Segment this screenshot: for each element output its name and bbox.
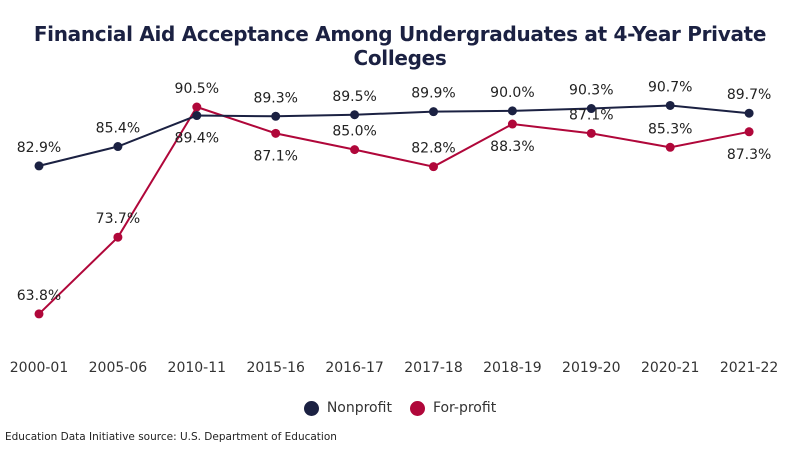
data-point[interactable]: [192, 102, 202, 112]
data-point[interactable]: [192, 111, 202, 121]
data-label: 85.4%: [96, 121, 140, 137]
data-label: 88.3%: [490, 139, 534, 155]
data-point[interactable]: [507, 106, 517, 116]
source-note: Education Data Initiative source: U.S. D…: [5, 431, 337, 443]
data-point[interactable]: [350, 110, 360, 120]
chart-title: Financial Aid Acceptance Among Undergrad…: [33, 22, 767, 70]
x-tick-label: 2000-01: [10, 360, 69, 376]
data-label: 89.5%: [332, 89, 376, 105]
data-label: 89.9%: [411, 86, 455, 102]
data-label: 90.0%: [490, 85, 534, 101]
x-tick-label: 2015-16: [246, 360, 305, 376]
legend-item-for-profit[interactable]: For-profit: [409, 400, 497, 416]
data-label: 85.0%: [332, 124, 376, 140]
data-point[interactable]: [350, 145, 360, 155]
data-label: 89.4%: [175, 131, 219, 147]
data-point[interactable]: [271, 111, 281, 121]
x-tick-label: 2021-22: [720, 360, 779, 376]
data-point[interactable]: [113, 142, 123, 152]
x-tick-label: 2016-17: [325, 360, 384, 376]
data-point[interactable]: [429, 107, 438, 117]
legend-marker-nonprofit: [303, 400, 319, 416]
data-label: 90.3%: [569, 83, 613, 99]
data-label: 82.8%: [411, 141, 455, 157]
data-label: 82.9%: [17, 140, 61, 156]
legend-marker-for-profit: [409, 400, 425, 416]
legend-label: For-profit: [432, 400, 497, 416]
x-tick-label: 2020-21: [641, 360, 700, 376]
data-point[interactable]: [665, 142, 675, 152]
series-line-1: [38, 105, 750, 315]
data-point[interactable]: [429, 162, 438, 172]
data-label: 89.3%: [253, 90, 297, 106]
data-point[interactable]: [113, 232, 123, 242]
data-point[interactable]: [271, 128, 281, 138]
data-point[interactable]: [586, 104, 596, 114]
x-tick-label: 2018-19: [483, 360, 542, 376]
legend-item-nonprofit[interactable]: Nonprofit: [303, 400, 392, 416]
data-label: 90.5%: [175, 81, 219, 97]
data-label: 73.7%: [96, 211, 140, 227]
x-tick-label: 2019-20: [562, 360, 621, 376]
data-point[interactable]: [744, 108, 754, 118]
data-label: 87.3%: [727, 147, 771, 163]
x-tick-label: 2017-18: [404, 360, 463, 376]
data-point[interactable]: [744, 127, 754, 137]
data-label: 89.7%: [727, 87, 771, 103]
legend: Nonprofit For-profit: [0, 400, 800, 416]
data-point[interactable]: [665, 100, 675, 110]
data-label: 90.7%: [648, 79, 692, 95]
data-point[interactable]: [507, 119, 517, 129]
data-label: 87.1%: [569, 107, 613, 123]
x-tick-label: 2005-06: [89, 360, 148, 376]
legend-label: Nonprofit: [326, 400, 392, 416]
data-point[interactable]: [586, 128, 596, 138]
series-line-0: [38, 104, 750, 167]
data-point[interactable]: [34, 161, 44, 171]
data-point[interactable]: [34, 309, 44, 319]
data-label: 87.1%: [253, 148, 297, 164]
x-tick-label: 2010-11: [168, 360, 227, 376]
data-label: 63.8%: [17, 288, 61, 304]
data-label: 85.3%: [648, 121, 692, 137]
